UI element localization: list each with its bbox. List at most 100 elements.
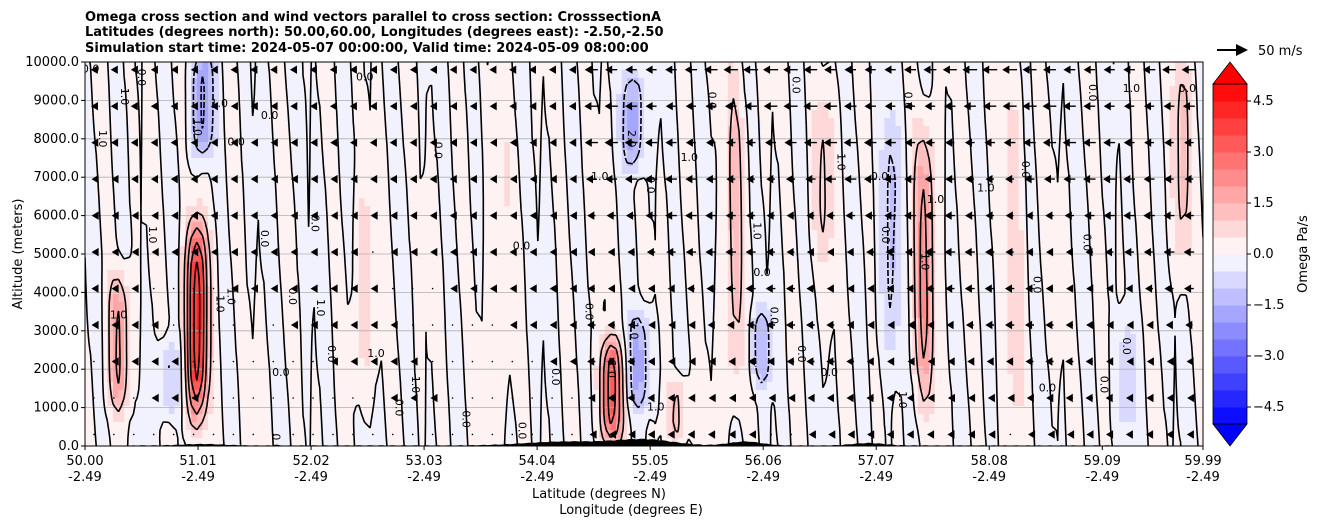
omega-cell [644, 198, 651, 207]
omega-cell [683, 254, 690, 263]
omega-cell [750, 110, 757, 119]
omega-cell [610, 86, 617, 95]
omega-cell [901, 166, 908, 175]
omega-cell [101, 110, 108, 119]
omega-cell [761, 238, 768, 247]
omega-cell [571, 150, 578, 159]
omega-cell [537, 238, 544, 247]
omega-cell [1180, 182, 1187, 191]
omega-cell [185, 86, 192, 95]
omega-cell [185, 206, 192, 215]
omega-cell [666, 62, 673, 71]
omega-cell [722, 158, 729, 167]
omega-cell [1102, 134, 1109, 143]
omega-cell [873, 110, 880, 119]
omega-cell [107, 166, 114, 175]
omega-cell [297, 70, 304, 79]
omega-cell [649, 158, 656, 167]
omega-cell [543, 230, 550, 239]
omega-cell [330, 198, 338, 207]
omega-cell [1119, 158, 1126, 167]
omega-cell [487, 94, 494, 103]
omega-cell [699, 126, 707, 135]
omega-cell [610, 134, 617, 143]
omega-cell [1169, 230, 1176, 239]
omega-cell [453, 190, 461, 199]
omega-cell [470, 94, 477, 103]
omega-cell [465, 70, 472, 79]
omega-cell [409, 158, 416, 167]
omega-cell [526, 222, 533, 231]
omega-cell [504, 198, 511, 207]
omega-cell [241, 118, 248, 127]
omega-cell [347, 126, 354, 135]
omega-cell [543, 166, 550, 175]
omega-cell [185, 230, 192, 239]
omega-cell [140, 126, 148, 135]
omega-cell [789, 126, 796, 135]
omega-cell [364, 94, 371, 103]
omega-cell [230, 62, 237, 71]
omega-cell [330, 190, 338, 199]
omega-cell [878, 78, 885, 87]
omega-cell [722, 174, 729, 183]
omega-cell [1063, 118, 1070, 127]
omega-cell [644, 230, 651, 239]
omega-cell [398, 150, 405, 159]
omega-cell [375, 86, 382, 95]
omega-cell [521, 158, 528, 167]
omega-cell [901, 254, 908, 263]
omega-cell [901, 214, 908, 223]
omega-cell [213, 198, 220, 207]
omega-cell [241, 254, 248, 263]
omega-cell [308, 118, 315, 127]
omega-cell [297, 150, 304, 159]
omega-cell [850, 206, 858, 215]
omega-cell [973, 222, 980, 231]
omega-cell [152, 222, 159, 231]
omega-cell [822, 158, 830, 167]
omega-cell [207, 238, 215, 247]
omega-cell [912, 222, 919, 231]
omega-cell [733, 174, 740, 183]
omega-cell [1119, 126, 1126, 135]
omega-cell [101, 102, 108, 111]
omega-cell [1163, 190, 1171, 199]
omega-cell [442, 70, 449, 79]
omega-cell [884, 158, 891, 167]
omega-cell [604, 158, 612, 167]
omega-cell [448, 118, 455, 127]
omega-cell [599, 102, 606, 111]
omega-cell [912, 94, 919, 103]
omega-cell [504, 62, 511, 71]
omega-cell [604, 246, 612, 255]
omega-cell [124, 190, 131, 199]
omega-cell [280, 110, 287, 119]
omega-cell [459, 214, 466, 223]
omega-cell [258, 206, 265, 215]
omega-cell [996, 118, 1003, 127]
omega-cell [453, 198, 461, 207]
omega-cell [957, 158, 964, 167]
omega-cell [962, 142, 969, 151]
omega-cell [716, 222, 723, 231]
omega-cell [599, 190, 606, 199]
omega-cell [694, 158, 701, 167]
omega-cell [627, 254, 634, 263]
omega-cell [677, 230, 684, 239]
omega-cell [515, 126, 522, 135]
omega-cell [644, 214, 651, 223]
omega-cell [1180, 246, 1187, 255]
omega-cell [660, 110, 667, 119]
omega-cell [358, 190, 366, 199]
omega-cell [1074, 190, 1081, 199]
omega-cell [666, 94, 673, 103]
omega-cell [1175, 214, 1182, 223]
omega-cell [291, 182, 299, 191]
omega-cell [504, 102, 511, 111]
omega-cell [280, 150, 287, 159]
omega-cell [1057, 174, 1064, 183]
omega-cell [336, 118, 343, 127]
omega-cell [1035, 86, 1042, 95]
omega-cell [878, 230, 885, 239]
